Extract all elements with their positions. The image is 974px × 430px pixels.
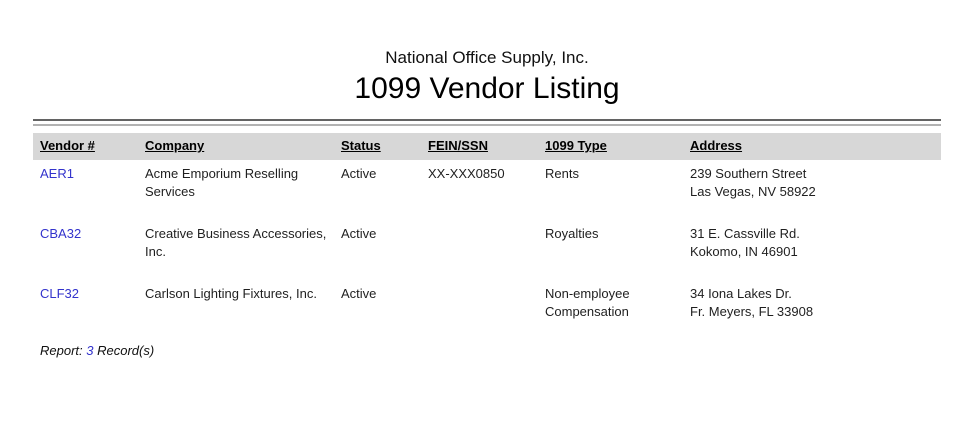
double-rule [33,119,941,126]
type-1099-cell: Rents [545,166,579,181]
column-header-status: Status [341,138,381,153]
fein-cell [428,225,545,280]
address-cell: 239 Southern Street Las Vegas, NV 58922 [690,165,941,220]
vendor-number-cell: AER1 [33,165,145,220]
column-header-company: Company [145,138,205,153]
company-cell: Acme Emporium Reselling Services [145,166,299,199]
table-body: AER1 Acme Emporium Reselling Services Ac… [33,160,941,340]
address-cell: 34 Iona Lakes Dr. Fr. Meyers, FL 33908 [690,285,941,340]
fein-cell: XX-XXX0850 [428,166,505,181]
vendor-number-link[interactable]: CLF32 [40,286,80,301]
fein-cell [428,285,545,340]
address-city: Las Vegas, NV 58922 [690,184,816,199]
report-content: Vendor # Company Status FEIN/SSN 1099 Ty… [33,119,941,340]
table-row: AER1 Acme Emporium Reselling Services Ac… [33,160,941,220]
record-count-label: Report: [40,343,83,358]
status-cell: Active [341,286,377,301]
column-header-fein: FEIN/SSN [428,138,488,153]
address-city: Kokomo, IN 46901 [690,244,798,259]
vendor-number-link[interactable]: AER1 [40,166,74,181]
rule-light-line [33,124,941,126]
column-header-vendor: Vendor # [40,138,95,153]
address-city: Fr. Meyers, FL 33908 [690,304,814,319]
record-count-value: 3 [86,343,94,358]
type-1099-cell: Non-employee Compensation [545,286,630,319]
record-count-summary: Report: 3 Record(s) [40,343,974,358]
vendor-number-cell: CBA32 [33,225,145,280]
record-count-suffix: Record(s) [97,343,155,358]
address-street: 34 Iona Lakes Dr. [690,286,792,301]
status-cell: Active [341,226,377,241]
table-row: CLF32 Carlson Lighting Fixtures, Inc. Ac… [33,280,941,340]
page-title: 1099 Vendor Listing [354,72,620,105]
rule-dark-line [33,119,941,121]
address-street: 239 Southern Street [690,166,807,181]
company-cell: Creative Business Accessories, Inc. [145,226,327,259]
table-header-row: Vendor # Company Status FEIN/SSN 1099 Ty… [33,133,941,160]
status-cell: Active [341,166,377,181]
column-header-1099type: 1099 Type [545,138,607,153]
table-row: CBA32 Creative Business Accessories, Inc… [33,220,941,280]
rule-gap [33,121,941,124]
company-name: National Office Supply, Inc. [385,48,589,67]
vendor-number-cell: CLF32 [33,285,145,340]
column-header-address: Address [690,138,743,153]
address-street: 31 E. Cassville Rd. [690,226,800,241]
address-cell: 31 E. Cassville Rd. Kokomo, IN 46901 [690,225,941,280]
type-1099-cell: Royalties [545,226,599,241]
company-cell: Carlson Lighting Fixtures, Inc. [145,286,317,301]
vendor-number-link[interactable]: CBA32 [40,226,82,241]
